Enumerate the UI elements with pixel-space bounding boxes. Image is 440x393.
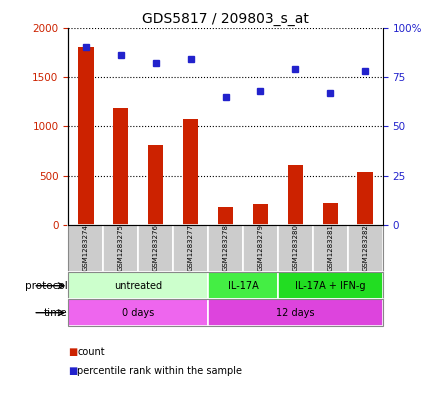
Bar [278,226,313,272]
Text: ■: ■ [68,366,77,376]
Bar [348,226,383,272]
Title: GDS5817 / 209803_s_at: GDS5817 / 209803_s_at [142,13,309,26]
Text: GSM1283280: GSM1283280 [293,224,298,272]
Bar [253,204,268,226]
Text: IL-17A: IL-17A [227,281,258,291]
Bar [68,272,208,299]
Bar [113,108,128,226]
Bar [218,207,233,226]
Bar [68,299,208,326]
Text: GSM1283279: GSM1283279 [257,224,264,272]
Bar [78,47,94,226]
Bar [208,299,383,326]
Bar [208,226,243,272]
Bar [68,226,103,272]
Bar [138,226,173,272]
Text: GSM1283275: GSM1283275 [117,224,124,271]
Bar [357,172,373,226]
Bar [173,226,208,272]
Bar [183,119,198,226]
Text: untreated: untreated [114,281,162,291]
Text: GSM1283278: GSM1283278 [223,224,228,272]
Text: 0 days: 0 days [122,308,154,318]
Bar [103,226,138,272]
Text: GSM1283281: GSM1283281 [327,224,334,272]
Bar [148,145,163,226]
Text: GSM1283274: GSM1283274 [83,224,89,271]
Bar [243,226,278,272]
Text: ■: ■ [68,347,77,357]
Bar [288,165,303,226]
Text: count: count [77,347,105,357]
Text: protocol: protocol [25,281,67,291]
Text: 12 days: 12 days [276,308,315,318]
Text: GSM1283276: GSM1283276 [153,224,158,272]
Bar [278,272,383,299]
Text: percentile rank within the sample: percentile rank within the sample [77,366,242,376]
Bar [323,203,338,226]
Bar [313,226,348,272]
Text: IL-17A + IFN-g: IL-17A + IFN-g [295,281,366,291]
Text: GSM1283277: GSM1283277 [187,224,194,272]
Bar [208,272,278,299]
Text: time: time [44,308,67,318]
Text: GSM1283282: GSM1283282 [362,224,368,271]
